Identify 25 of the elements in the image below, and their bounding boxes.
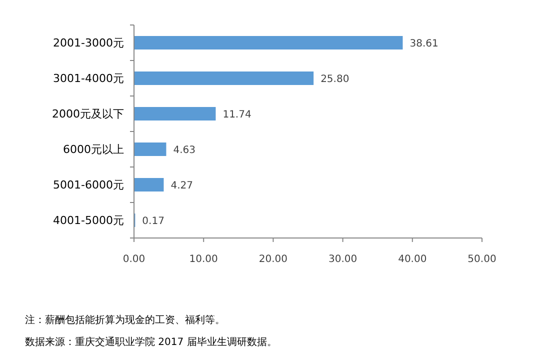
source-note: 数据来源：重庆交通职业学院 2017 届毕业生调研数据。 — [25, 336, 277, 348]
y-tick-label: 2000元及以下 — [52, 108, 124, 121]
x-tick-label: 50.00 — [468, 254, 496, 265]
data-label: 11.74 — [222, 109, 252, 120]
y-tick-label: 6000元以上 — [63, 143, 124, 156]
bar — [134, 107, 216, 120]
data-label: 25.80 — [320, 74, 350, 85]
text: 注：薪酬包括能折算为现金的工资、福利等。 — [25, 314, 225, 326]
bar — [134, 142, 166, 156]
x-tick-label: 10.00 — [189, 254, 218, 265]
y-tick-label: 2001-3000元 — [53, 36, 124, 50]
y-tick-label: 5001-6000元 — [53, 178, 124, 192]
x-tick-label: 40.00 — [398, 254, 427, 265]
x-tick-label: 30.00 — [328, 254, 358, 265]
bar — [134, 72, 314, 85]
data-label: 0.17 — [142, 216, 164, 227]
x-tick-label: 0.00 — [122, 254, 146, 265]
y-tick-label: 3001-4000元 — [53, 72, 124, 86]
bar — [134, 178, 164, 192]
y-tick-label: 4001-5000元 — [53, 214, 124, 228]
bar — [134, 36, 403, 50]
data-label: 4.27 — [170, 180, 193, 192]
data-label: 4.63 — [173, 144, 196, 156]
data-label: 38.61 — [410, 38, 438, 50]
x-tick-label: 20.00 — [258, 254, 288, 265]
